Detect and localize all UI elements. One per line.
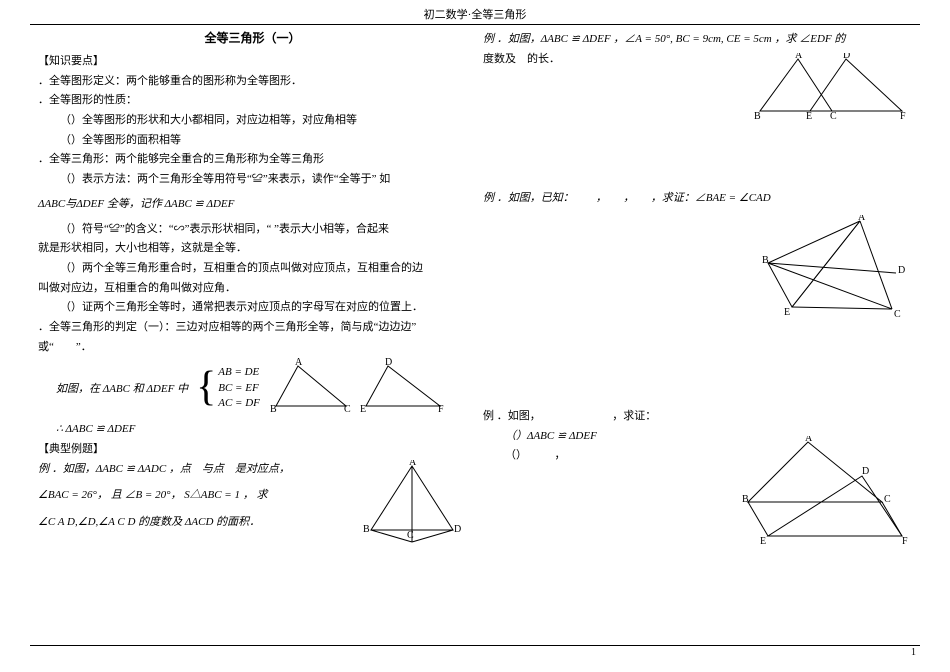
svg-text:C: C <box>830 111 837 122</box>
k3e: （）证两个三角形全等时，通常把表示对应顶点的字母写在对应的位置上． <box>38 298 467 317</box>
ex4a: 例 ．如图， ，求证： <box>483 407 912 426</box>
k5-pre: 如图，在 ΔABC 和 ΔDEF 中 <box>56 380 188 396</box>
k5-concl-text: ∴ ΔABC ≌ ΔDEF <box>56 423 135 435</box>
k3d2: 叫做对应边，互相重合的角叫做对应角． <box>38 279 467 298</box>
examples-label: 【典型例题】 <box>38 440 467 459</box>
page-number: 1 <box>911 647 916 658</box>
ex1c-text: ∠C A D,∠D,∠A C D 的度数及 ΔACD 的面积． <box>38 516 260 528</box>
brace-rows: AB = DE BC = EF AC = DF <box>218 365 260 411</box>
triangles-abc-def-icon: A B C D E F <box>268 358 448 418</box>
svg-text:B: B <box>270 404 277 415</box>
svg-text:B: B <box>762 255 769 266</box>
svg-text:D: D <box>862 466 869 477</box>
svg-text:A: A <box>795 53 803 61</box>
svg-text:B: B <box>742 494 749 505</box>
svg-text:F: F <box>438 404 444 415</box>
footer-rule <box>30 645 920 646</box>
k5-pre-text: 如图，在 ΔABC 和 ΔDEF 中 <box>56 383 188 395</box>
br3: AC = DF <box>218 396 260 411</box>
k5-concl: ∴ ΔABC ≌ ΔDEF <box>56 420 467 439</box>
svg-text:E: E <box>784 307 790 318</box>
svg-text:C: C <box>884 494 891 505</box>
knowledge-label: 【知识要点】 <box>38 52 467 71</box>
svg-text:D: D <box>454 524 461 535</box>
svg-text:A: A <box>805 436 813 444</box>
triangle-ex3-icon: A B E C D <box>762 215 912 325</box>
svg-text:F: F <box>902 536 908 546</box>
svg-text:A: A <box>858 215 866 223</box>
k3c2: 就是形状相同，大小也相等，这就是全等． <box>38 239 467 258</box>
k1: ．全等图形定义：两个能够重合的图形称为全等图形． <box>38 72 467 91</box>
k2: ．全等图形的性质： <box>38 91 467 110</box>
svg-text:D: D <box>898 265 905 276</box>
k2b: （）全等图形的面积相等 <box>38 131 467 150</box>
ex3a-text: 例 ．如图，已知： ， ， ，求证：∠BAE = ∠CAD <box>483 192 771 204</box>
br2: BC = EF <box>218 381 260 396</box>
triangles-overlap-icon: A D B E C F <box>752 53 912 125</box>
ex4b-text: （）ΔABC ≌ ΔDEF <box>505 430 597 442</box>
left-column: 全等三角形（一） 【知识要点】 ．全等图形定义：两个能够重合的图形称为全等图形．… <box>30 29 475 550</box>
k2a: （）全等图形的形状和大小都相同，对应边相等，对应角相等 <box>38 111 467 130</box>
k4: ．全等三角形的判定（一）：三边对应相等的两个三角形全等，简与成“边边边” <box>38 318 467 337</box>
ex1b-text: ∠BAC = 26°， 且 ∠B = 20°， S△ABC = 1 ， 求 <box>38 489 267 501</box>
doc-title: 全等三角形（一） <box>38 29 467 46</box>
k3b: ΔABC与ΔDEF 全等，记作 ΔABC ≌ ΔDEF <box>38 195 467 214</box>
svg-text:C: C <box>407 530 414 541</box>
svg-text:A: A <box>409 460 417 468</box>
content: 全等三角形（一） 【知识要点】 ．全等图形定义：两个能够重合的图形称为全等图形．… <box>0 25 950 550</box>
ex3a: 例 ．如图，已知： ， ， ，求证：∠BAE = ∠CAD <box>483 189 912 208</box>
k4b: 或“ ”． <box>38 338 467 357</box>
brace-figure-row: 如图，在 ΔABC 和 ΔDEF 中 { AB = DE BC = EF AC … <box>56 358 467 418</box>
svg-text:E: E <box>806 111 812 122</box>
svg-text:C: C <box>344 404 351 415</box>
svg-text:E: E <box>360 404 366 415</box>
example-1: AB CD 例 ．如图，ΔABC ≌ ΔADC ，点 与点 是对应点， ∠BAC… <box>38 460 467 532</box>
svg-text:B: B <box>754 111 761 122</box>
header-text: 初二数学·全等三角形 <box>424 9 527 21</box>
svg-text:D: D <box>385 358 392 368</box>
svg-text:B: B <box>363 524 370 535</box>
k3c: （）符号“≌”的含义：“∽”表示形状相同，“ ”表示大小相等，合起来 <box>38 220 467 239</box>
ex2a-text: 例 ．如图，ΔABC ≌ ΔDEF ，∠A = 50°, BC = 9cm, C… <box>483 33 845 45</box>
svg-text:E: E <box>760 536 766 546</box>
ex2a: 例 ．如图，ΔABC ≌ ΔDEF ，∠A = 50°, BC = 9cm, C… <box>483 30 912 49</box>
example-4: 例 ．如图， ，求证： （）ΔABC ≌ ΔDEF （） ， ABC DEF <box>483 407 912 465</box>
example-2: 例 ．如图，ΔABC ≌ ΔDEF ，∠A = 50°, BC = 9cm, C… <box>483 30 912 175</box>
k3a: （）表示方法：两个三角形全等用符号“≌”来表示，读作“全等于” 如 <box>38 170 467 189</box>
k3: ．全等三角形：两个能够完全重合的三角形称为全等三角形 <box>38 150 467 169</box>
svg-text:C: C <box>894 309 901 320</box>
triangle-abc-adc-icon: A B C D <box>357 460 467 550</box>
br1: AB = DE <box>218 365 260 380</box>
page-header: 初二数学·全等三角形 <box>30 0 920 25</box>
k3b-math: ΔABC与ΔDEF 全等，记作 ΔABC ≌ ΔDEF <box>38 198 234 210</box>
svg-text:F: F <box>900 111 906 122</box>
ex1a-text: 例 ．如图，ΔABC ≌ ΔADC ，点 与点 是对应点， <box>38 463 290 475</box>
triangle-ex4-icon: A B C D E F <box>742 436 912 546</box>
right-column: 例 ．如图，ΔABC ≌ ΔDEF ，∠A = 50°, BC = 9cm, C… <box>475 29 920 550</box>
k3d: （）两个全等三角形重合时，互相重合的顶点叫做对应顶点，互相重合的边 <box>38 259 467 278</box>
brace-icon: { <box>196 369 216 407</box>
svg-text:A: A <box>295 358 303 368</box>
brace-block: { AB = DE BC = EF AC = DF <box>196 365 260 411</box>
svg-text:D: D <box>843 53 850 61</box>
example-3: 例 ．如图，已知： ， ， ，求证：∠BAE = ∠CAD A B E C D <box>483 189 912 395</box>
